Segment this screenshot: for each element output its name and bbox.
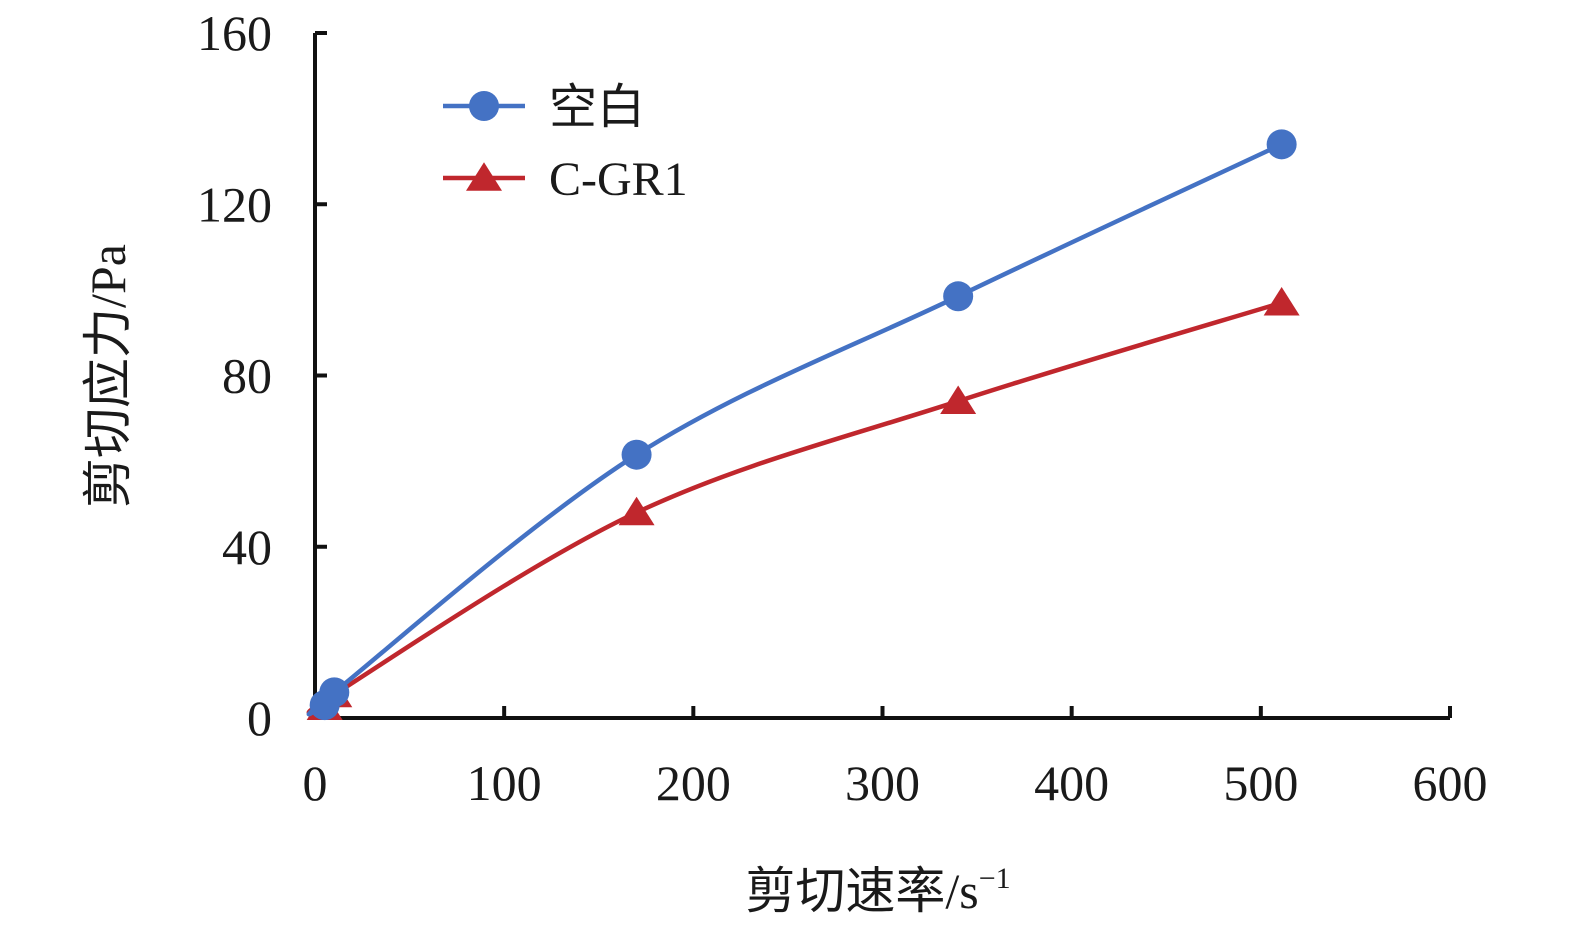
- x-axis-title-superscript: −1: [979, 862, 1011, 895]
- y-tick-label: 120: [197, 176, 272, 232]
- legend-item: C-GR1: [443, 153, 688, 206]
- y-axis-title: 剪切应力/Pa: [80, 244, 136, 508]
- data-point: [1263, 286, 1300, 316]
- series-line: [306, 142, 1283, 717]
- series-group: [306, 129, 1300, 721]
- series-line: [306, 300, 1283, 715]
- y-tick-label: 0: [247, 690, 272, 746]
- legend-swatch-marker: [466, 162, 502, 191]
- x-tick-label: 400: [1034, 755, 1109, 811]
- data-point: [943, 281, 974, 312]
- x-axis-title-text: 剪切速率/s: [745, 863, 978, 919]
- data-point: [621, 439, 652, 470]
- legend: 空白 C-GR1: [443, 81, 688, 206]
- y-tick-label: 40: [222, 519, 272, 575]
- x-tick-label: 100: [467, 755, 542, 811]
- legend-swatch-marker: [469, 91, 499, 121]
- y-axis-ticks: 0 40 80 120 160: [197, 5, 327, 746]
- y-tick-label: 80: [222, 348, 272, 404]
- series-c-gr1: [306, 286, 1300, 721]
- data-point: [319, 677, 350, 708]
- legend-item: 空白: [443, 81, 645, 134]
- y-tick-label: 160: [197, 5, 272, 61]
- x-tick-label: 300: [845, 755, 920, 811]
- x-axis-ticks: 0 100 200 300 400 500 600: [303, 706, 1488, 811]
- data-point: [940, 385, 977, 414]
- x-axis-title: 剪切速率/s−1: [745, 862, 1010, 919]
- legend-label: C-GR1: [549, 153, 688, 206]
- x-tick-label: 0: [303, 755, 328, 811]
- data-point: [618, 496, 655, 526]
- x-tick-label: 600: [1413, 755, 1488, 811]
- series-blank: [306, 129, 1297, 721]
- legend-label: 空白: [549, 81, 645, 134]
- x-tick-label: 200: [656, 755, 731, 811]
- x-tick-label: 500: [1223, 755, 1298, 811]
- data-point: [1266, 129, 1297, 160]
